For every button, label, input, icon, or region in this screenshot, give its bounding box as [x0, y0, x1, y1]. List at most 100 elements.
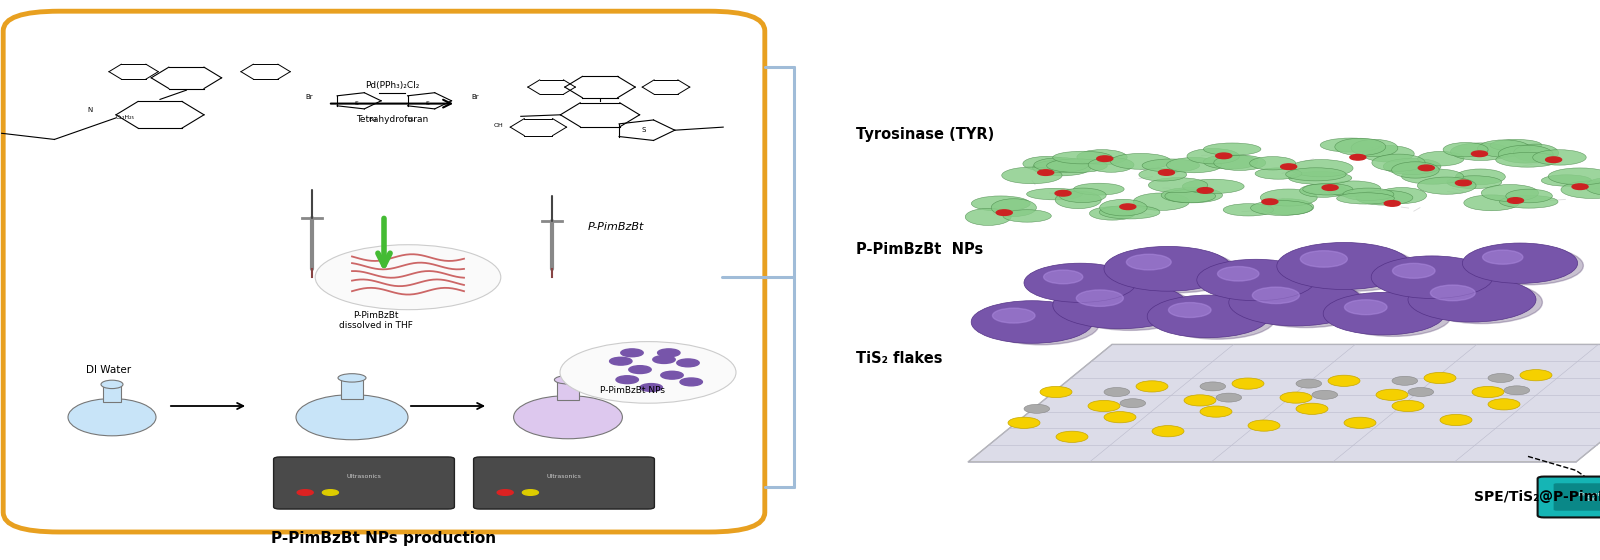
Circle shape [1344, 417, 1376, 428]
Text: OH: OH [494, 123, 504, 128]
Circle shape [1456, 180, 1472, 186]
Circle shape [1488, 374, 1514, 382]
Circle shape [1418, 165, 1434, 171]
Ellipse shape [514, 395, 622, 439]
Circle shape [1035, 267, 1142, 304]
Ellipse shape [1088, 157, 1134, 172]
Ellipse shape [1214, 155, 1266, 170]
Circle shape [1430, 285, 1475, 301]
Ellipse shape [1477, 140, 1531, 157]
Circle shape [1043, 270, 1083, 284]
Ellipse shape [1384, 158, 1442, 175]
FancyBboxPatch shape [3, 11, 765, 532]
Circle shape [1546, 157, 1562, 162]
Ellipse shape [965, 208, 1011, 226]
Ellipse shape [1182, 179, 1245, 194]
Circle shape [1077, 290, 1123, 306]
Ellipse shape [1165, 189, 1216, 203]
Ellipse shape [1496, 152, 1558, 167]
Circle shape [1392, 263, 1435, 278]
Ellipse shape [1074, 183, 1125, 195]
Ellipse shape [1090, 207, 1134, 220]
Ellipse shape [1054, 191, 1101, 209]
Text: S: S [426, 101, 429, 105]
Ellipse shape [1506, 189, 1552, 203]
Text: S: S [355, 101, 358, 105]
Ellipse shape [1342, 188, 1394, 200]
Ellipse shape [1326, 181, 1381, 197]
Circle shape [1301, 251, 1347, 267]
Ellipse shape [1254, 168, 1302, 179]
Circle shape [1120, 204, 1136, 209]
Circle shape [1104, 388, 1130, 396]
Text: P-PimBzBt NPs production: P-PimBzBt NPs production [272, 531, 496, 546]
Ellipse shape [1299, 184, 1347, 197]
Ellipse shape [1402, 169, 1464, 184]
Circle shape [1296, 403, 1328, 414]
Ellipse shape [1290, 160, 1354, 177]
Ellipse shape [1203, 155, 1258, 169]
Ellipse shape [1261, 199, 1314, 215]
Circle shape [1008, 417, 1040, 428]
Circle shape [1290, 246, 1418, 291]
Text: Bu: Bu [406, 117, 416, 122]
Circle shape [658, 349, 680, 357]
Ellipse shape [1003, 210, 1051, 222]
Text: Dropsens
100: Dropsens 100 [1579, 492, 1600, 502]
Circle shape [1277, 242, 1411, 290]
Ellipse shape [1418, 151, 1464, 166]
Circle shape [1440, 414, 1472, 426]
Ellipse shape [1162, 188, 1222, 203]
Circle shape [1408, 277, 1536, 322]
Ellipse shape [1446, 176, 1502, 189]
Ellipse shape [1133, 193, 1189, 211]
FancyBboxPatch shape [557, 380, 579, 400]
Ellipse shape [554, 376, 582, 384]
Circle shape [1384, 259, 1499, 300]
Ellipse shape [1002, 167, 1062, 184]
Circle shape [1392, 400, 1424, 412]
Circle shape [1384, 200, 1400, 206]
Ellipse shape [1166, 157, 1222, 173]
Ellipse shape [1498, 145, 1554, 163]
Ellipse shape [1392, 162, 1438, 178]
Ellipse shape [1059, 188, 1106, 203]
Circle shape [616, 376, 638, 384]
Ellipse shape [1302, 184, 1354, 195]
Circle shape [1200, 406, 1232, 417]
Circle shape [1262, 199, 1278, 204]
Circle shape [1197, 259, 1315, 301]
FancyBboxPatch shape [274, 457, 454, 509]
Ellipse shape [1456, 169, 1506, 185]
Text: Tetrahydrofuran: Tetrahydrofuran [355, 115, 429, 124]
Ellipse shape [1451, 143, 1510, 161]
Ellipse shape [992, 199, 1037, 217]
Ellipse shape [1139, 168, 1187, 181]
Ellipse shape [296, 395, 408, 440]
Text: Tyrosinase (TYR): Tyrosinase (TYR) [856, 127, 994, 142]
Ellipse shape [1251, 200, 1312, 216]
Circle shape [1056, 431, 1088, 442]
Circle shape [498, 489, 514, 495]
Circle shape [1408, 388, 1434, 396]
Circle shape [677, 359, 699, 367]
Circle shape [1483, 250, 1523, 264]
Ellipse shape [1286, 168, 1346, 181]
Ellipse shape [1443, 142, 1488, 157]
Ellipse shape [1355, 190, 1413, 205]
Text: P-PimBzBt NPs: P-PimBzBt NPs [600, 386, 664, 395]
Circle shape [1229, 279, 1363, 326]
Circle shape [1472, 386, 1504, 398]
Circle shape [1371, 256, 1493, 298]
Ellipse shape [1149, 178, 1208, 193]
Ellipse shape [971, 196, 1030, 211]
Text: Bu: Bu [368, 117, 378, 122]
Circle shape [1160, 298, 1275, 339]
Polygon shape [968, 344, 1600, 462]
Circle shape [1117, 250, 1238, 293]
Circle shape [1507, 198, 1523, 203]
Circle shape [1200, 382, 1226, 391]
Text: S: S [642, 127, 646, 133]
Circle shape [1421, 281, 1542, 324]
Circle shape [984, 304, 1099, 345]
